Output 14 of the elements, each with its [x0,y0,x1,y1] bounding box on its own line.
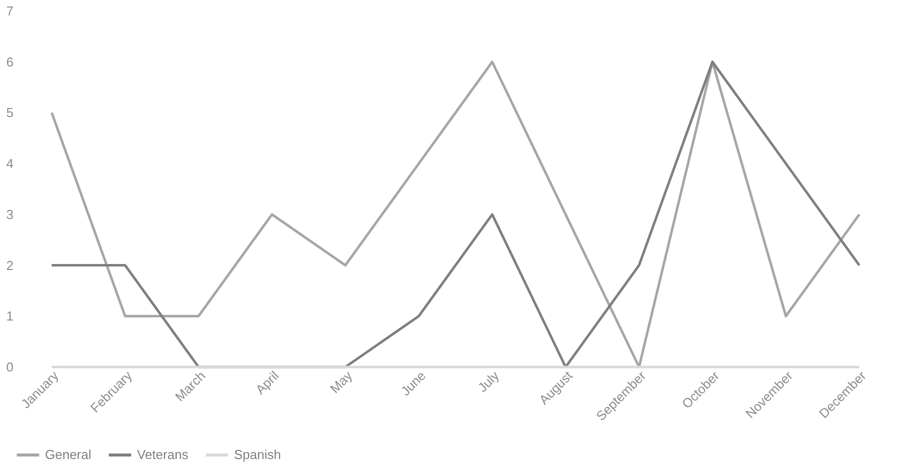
legend-label: General [45,447,92,462]
x-tick-label: May [327,368,356,396]
y-tick-label: 0 [6,360,14,374]
legend-label: Veterans [137,447,189,462]
y-tick-label: 5 [6,105,14,120]
legend-label: Spanish [234,447,281,462]
y-tick-label: 1 [6,308,14,324]
y-tick-label: 4 [6,156,14,172]
y-tick-label: 6 [6,54,14,70]
x-tick-label: July [474,368,502,396]
line-series [50,60,861,368]
y-tick-label: 2 [6,258,14,273]
y-tick-label: 3 [6,206,14,222]
y-tick-label: 7 [6,4,14,18]
